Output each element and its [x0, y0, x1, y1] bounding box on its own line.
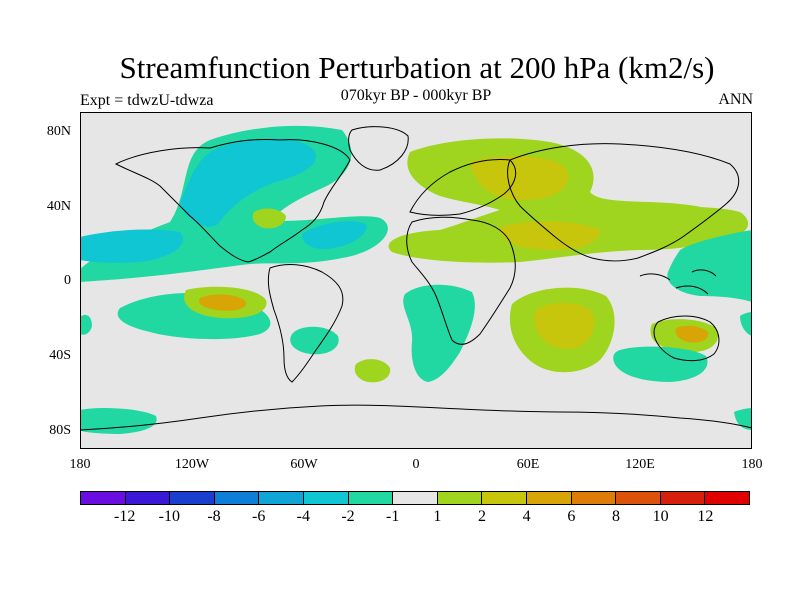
season-label: ANN [718, 91, 753, 108]
colorbar-tick-label: 10 [652, 508, 669, 525]
contour-neg-atlantic-south [403, 284, 475, 382]
colorbar-box [81, 492, 126, 504]
coastline-africa [406, 216, 516, 345]
lon-label-60e: 60E [516, 457, 540, 472]
colorbar-box [393, 492, 438, 504]
contour-pos2-indian-ocean [534, 302, 595, 349]
contour-neg-west-pacific [667, 230, 752, 302]
lat-label-80s: 80S [49, 423, 71, 438]
coastline-europe [409, 159, 517, 216]
contour-pos-west-pacific [617, 206, 749, 241]
contour-pos-south-atlantic [354, 359, 391, 383]
colorbar-box [259, 492, 304, 504]
lat-label-40s: 40S [49, 348, 71, 363]
streamfunction-map [80, 112, 752, 449]
contour-pos2-eurasia [470, 155, 569, 201]
colorbar-tick-label: -6 [251, 508, 266, 525]
colorbar-box [437, 492, 483, 504]
map-title: Streamfunction Perturbation at 200 hPa (… [119, 50, 715, 85]
colorbar-box [170, 492, 215, 504]
colorbar-box [348, 492, 394, 504]
lat-label-equator: 0 [64, 273, 71, 288]
colorbar-box [482, 492, 527, 504]
lat-label-40n: 40N [46, 199, 71, 214]
contour-neg-south-atlantic [290, 326, 339, 355]
coastline-south-america [267, 264, 344, 383]
contour-neg-southern-ocean [613, 346, 708, 382]
contour-pos2-asia [500, 221, 601, 250]
colorbar-tick-label: 1 [433, 508, 442, 525]
colorbar-tick-label: -4 [296, 508, 310, 525]
colorbar-tick-label: 4 [522, 508, 531, 525]
lon-label-60w: 60W [290, 457, 318, 472]
map-frame [80, 112, 752, 449]
experiment-label: Expt = tdwzU-tdwza [80, 92, 214, 109]
colorbar-box [705, 492, 749, 504]
colorbar-tick-label: -1 [385, 508, 400, 525]
coastlines [80, 126, 752, 431]
coastline-antarctica [80, 404, 752, 431]
colorbar-box [660, 492, 706, 504]
lon-label-120w: 120W [174, 457, 210, 472]
coastline-north-america [114, 139, 351, 263]
contour-pos2-australia [675, 325, 709, 343]
lon-label-180-west: 180 [69, 457, 91, 472]
lon-label-180-east: 180 [741, 457, 763, 472]
coastline-islands [639, 269, 717, 295]
lon-label-0: 0 [412, 457, 420, 472]
contour-neg2-east-pacific [80, 229, 184, 263]
colorbar-tick-label: 12 [697, 508, 714, 525]
contour-pos-caribbean [252, 208, 286, 229]
colorbar-tick-label: -10 [158, 508, 180, 525]
map-plot-area [80, 112, 752, 449]
colorbar-tick-label: 2 [478, 508, 486, 525]
lat-label-80n: 80N [46, 124, 71, 139]
contour-neg2-atlantic [302, 221, 367, 250]
contour-pos2-south-pacific [198, 294, 247, 311]
colorbar-box [125, 492, 171, 504]
colorbar [80, 491, 750, 505]
coastline-greenland [348, 126, 409, 171]
colorbar-box [616, 492, 661, 504]
contour-neg2-north-america [180, 138, 317, 227]
coastline-asia [507, 143, 740, 262]
colorbar-box [526, 492, 572, 504]
colorbar-tick-label: -12 [113, 508, 136, 525]
period-subtitle: 070kyr BP - 000kyr BP [340, 87, 492, 104]
lon-label-120e: 120E [625, 457, 655, 472]
colorbar-tick-label: -2 [341, 508, 355, 525]
colorbar-tick-label: -8 [207, 508, 221, 525]
colorbar-tick-label: 8 [612, 508, 620, 525]
colorbar-tick-label: 6 [567, 508, 576, 525]
coastline-australia [653, 315, 720, 362]
colorbar-box [214, 492, 260, 504]
contour-fills [80, 125, 752, 434]
contour-neg-pacific-edge [740, 312, 752, 336]
colorbar-box [303, 492, 349, 504]
colorbar-box [571, 492, 617, 504]
contour-neg-antarctic-east [734, 408, 752, 430]
contour-neg-indian-edge [80, 314, 92, 335]
contour-neg-antarctic-west [80, 408, 157, 434]
